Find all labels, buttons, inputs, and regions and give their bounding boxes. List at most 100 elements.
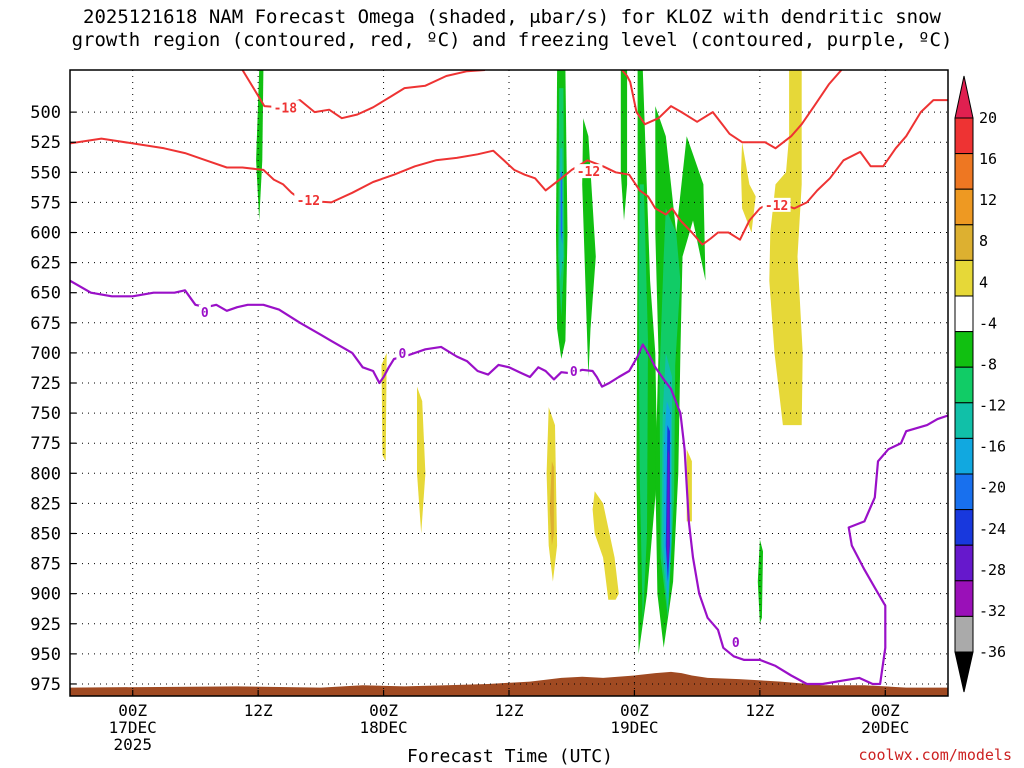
omega-region-0 — [256, 70, 264, 221]
isotherm-label-2: -12 — [577, 165, 600, 180]
omega-region-21 — [741, 142, 756, 233]
freezing-label-1-bg — [396, 345, 409, 360]
y-tick-label: 550 — [30, 163, 61, 183]
x-tick-label: 00Z — [871, 701, 900, 720]
colorbar-band-11 — [954, 473, 974, 511]
freezing-level-line — [70, 279, 948, 686]
credit-text: coolwx.com/models — [858, 746, 1012, 764]
omega-region-16 — [381, 352, 387, 462]
freezing-label-2: 0 — [570, 365, 578, 380]
y-tick-label: 850 — [30, 524, 61, 544]
omega-region-23 — [769, 70, 803, 426]
red-isotherm-2 — [621, 70, 843, 150]
title-line-1: 2025121618 NAM Forecast Omega (shaded, μ… — [83, 6, 941, 28]
colorbar-band-12 — [954, 509, 974, 546]
omega-region-20 — [592, 491, 619, 600]
colorbar-label: -8 — [979, 355, 997, 373]
isotherm-label-1: -12 — [297, 194, 320, 209]
colorbar-bottom-arrow — [954, 651, 974, 693]
y-tick-label: 525 — [30, 133, 61, 153]
y-tick-label: 975 — [30, 675, 61, 695]
colorbar-band-7 — [954, 331, 974, 368]
freezing-label-1: 0 — [398, 347, 406, 362]
colorbar-label: -24 — [979, 520, 1006, 538]
omega-region-6 — [620, 70, 628, 221]
x-tick-label: 12Z — [495, 701, 524, 720]
colorbar-band-13 — [954, 544, 974, 582]
y-tick-label: 875 — [30, 555, 61, 575]
colorbar-label: 12 — [979, 191, 997, 209]
isotherm-label-0: -18 — [274, 101, 298, 116]
freezing-label-3: 0 — [732, 636, 740, 651]
colorbar-label: -28 — [979, 561, 1006, 579]
x-tick-label: 00Z — [118, 701, 147, 720]
colorbar-label: -20 — [979, 479, 1006, 497]
omega-region-19 — [549, 461, 554, 546]
red-isotherm-1 — [70, 99, 948, 246]
x-tick-label: 2025 — [113, 735, 152, 754]
colorbar-label: 8 — [979, 232, 988, 250]
colorbar-band-5 — [954, 259, 974, 297]
y-tick-label: 600 — [30, 224, 61, 244]
grid-layer — [70, 70, 948, 696]
omega-region-15 — [757, 539, 763, 624]
isotherm-label-0-bg — [271, 100, 300, 115]
colorbar-top-arrow — [954, 75, 974, 119]
omega-region-4 — [560, 172, 563, 245]
isotherm-label-3-bg — [762, 197, 791, 212]
colorbar-label: -4 — [979, 314, 997, 332]
colorbar-band-1 — [954, 117, 974, 155]
omega-region-14 — [666, 449, 670, 570]
y-tick-label: 575 — [30, 193, 61, 213]
x-tick-label: 00Z — [620, 701, 649, 720]
y-tick-label: 950 — [30, 645, 61, 665]
chart-title: 2025121618 NAM Forecast Omega (shaded, μ… — [0, 6, 1024, 52]
colorbar-label: -16 — [979, 438, 1006, 456]
isotherm-label-2-bg — [574, 164, 603, 179]
y-tick-label: 925 — [30, 615, 61, 635]
colorbar-label: -32 — [979, 602, 1006, 620]
y-tick-label: 825 — [30, 494, 61, 514]
y-tick-label: 775 — [30, 434, 61, 454]
freezing-label-3-bg — [729, 634, 742, 649]
y-tick-label: 725 — [30, 374, 61, 394]
x-tick-label: 19DEC — [610, 718, 658, 737]
y-tick-label: 675 — [30, 314, 61, 334]
colorbar-label: -12 — [979, 397, 1006, 415]
isotherm-label-1-bg — [294, 193, 323, 208]
y-tick-label: 650 — [30, 284, 61, 304]
omega-region-17 — [417, 386, 426, 534]
y-tick-label: 700 — [30, 344, 61, 364]
y-tick-label: 900 — [30, 585, 61, 605]
omega-shading-layer — [256, 70, 803, 654]
title-line-2: growth region (contoured, red, ºC) and f… — [71, 29, 953, 51]
omega-region-5 — [582, 118, 596, 377]
x-tick-label: 00Z — [369, 701, 398, 720]
omega-region-8 — [638, 184, 648, 624]
colorbar: 20 16 12 8 4 -4 -8 -12 -16 -20 -24 -28 -32 -36 — [954, 75, 1006, 693]
colorbar-band-14 — [954, 580, 974, 617]
y-tick-label: 500 — [30, 103, 61, 123]
colorbar-band-4 — [954, 224, 974, 261]
y-tick-label: 750 — [30, 404, 61, 424]
colorbar-label: 16 — [979, 150, 997, 168]
x-tick-label: 12Z — [745, 701, 774, 720]
x-tick-label: 17DEC — [109, 718, 157, 737]
freezing-label-2-bg — [567, 363, 580, 378]
colorbar-label: -36 — [979, 643, 1006, 661]
freezing-label-0-bg — [198, 304, 211, 319]
colorbar-band-2 — [954, 153, 974, 190]
x-tick-label: 20DEC — [861, 718, 909, 737]
y-tick-label: 625 — [30, 254, 61, 274]
colorbar-band-15 — [954, 615, 974, 653]
colorbar-label: 20 — [979, 109, 997, 127]
x-tick-label: 12Z — [244, 701, 273, 720]
contour-label-layer: -18 -12 -12 -12 0 0 0 0 — [198, 100, 791, 651]
freezing-label-0: 0 — [201, 306, 209, 321]
colorbar-band-10 — [954, 437, 974, 475]
y-tick-label: 800 — [30, 464, 61, 484]
x-axis-label: Forecast Time (UTC) — [407, 746, 613, 767]
colorbar-label: 4 — [979, 273, 988, 291]
